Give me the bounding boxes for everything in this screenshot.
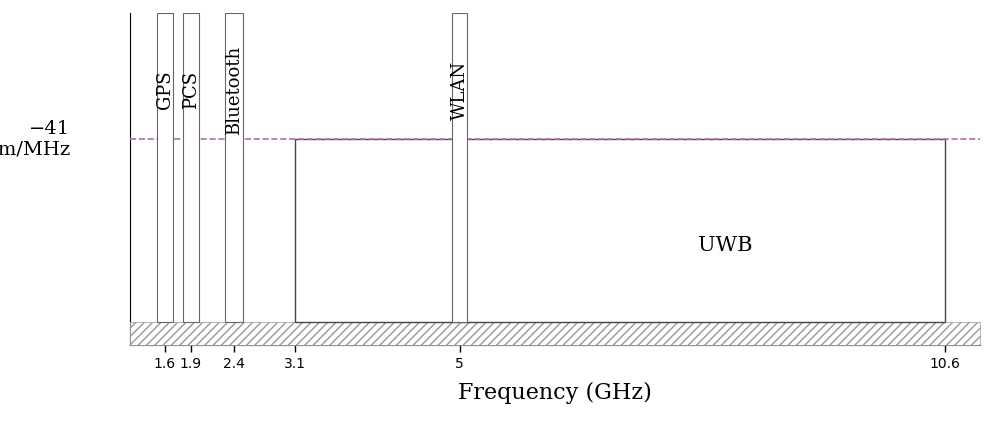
Bar [130,322,980,345]
X-axis label: Frequency (GHz): Frequency (GHz) [458,382,652,404]
Bar [295,139,945,322]
Text: UWB: UWB [698,236,753,255]
Text: Bluetooth: Bluetooth [225,45,243,135]
Text: PCS: PCS [182,71,200,109]
Bar [452,13,467,322]
Bar [183,13,199,322]
Text: −41
dBm/MHz: −41 dBm/MHz [0,120,70,158]
Bar [157,13,173,322]
Bar [225,13,243,322]
Text: GPS: GPS [156,71,174,109]
Text: WLAN: WLAN [451,60,469,120]
